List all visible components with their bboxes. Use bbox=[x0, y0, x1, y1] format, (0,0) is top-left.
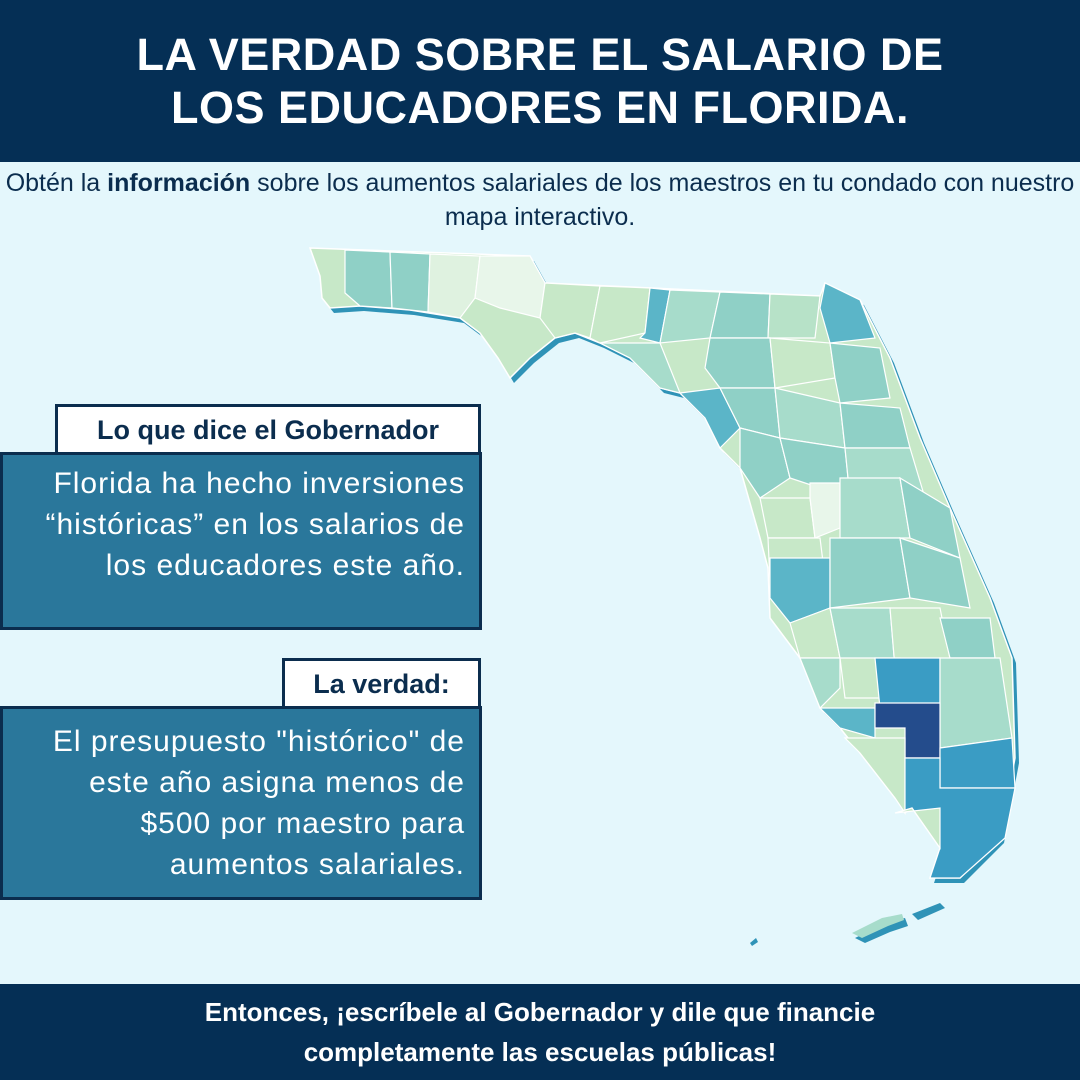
title-line-1: LA VERDAD SOBRE EL SALARIO DE bbox=[136, 29, 944, 80]
cta-line-1: Entonces, ¡escríbele al Gobernador y dil… bbox=[204, 997, 876, 1027]
truth-text: El presupuesto "histórico" de este año a… bbox=[52, 725, 465, 881]
intro-pre: Obtén la bbox=[5, 169, 108, 197]
governor-label: Lo que dice el Gobernador bbox=[55, 404, 481, 454]
intro-text: Obtén la información sobre los aumentos … bbox=[0, 166, 1080, 234]
title-line-2: LOS EDUCADORES EN FLORIDA. bbox=[170, 82, 910, 133]
header-banner: LA VERDAD SOBRE EL SALARIO DE LOS EDUCAD… bbox=[0, 0, 1080, 162]
governor-label-text: Lo que dice el Gobernador bbox=[96, 415, 440, 445]
truth-label-text: La verdad: bbox=[313, 669, 450, 699]
governor-claim-text: Florida ha hecho inversiones “históricas… bbox=[45, 467, 465, 582]
footer-banner: Entonces, ¡escríbele al Gobernador y dil… bbox=[0, 984, 1080, 1080]
intro-post: sobre los aumentos salariales de los mae… bbox=[250, 169, 1075, 231]
cta-line-2: completamente las escuelas públicas! bbox=[303, 1037, 777, 1067]
page-title: LA VERDAD SOBRE EL SALARIO DE LOS EDUCAD… bbox=[136, 28, 943, 134]
truth-box: El presupuesto "histórico" de este año a… bbox=[0, 706, 482, 900]
intro-bold-link: información bbox=[107, 169, 251, 197]
call-to-action: Entonces, ¡escríbele al Gobernador y dil… bbox=[205, 992, 875, 1072]
governor-claim-box: Florida ha hecho inversiones “históricas… bbox=[0, 452, 482, 630]
florida-county-map bbox=[308, 247, 1019, 946]
truth-label: La verdad: bbox=[282, 658, 481, 708]
